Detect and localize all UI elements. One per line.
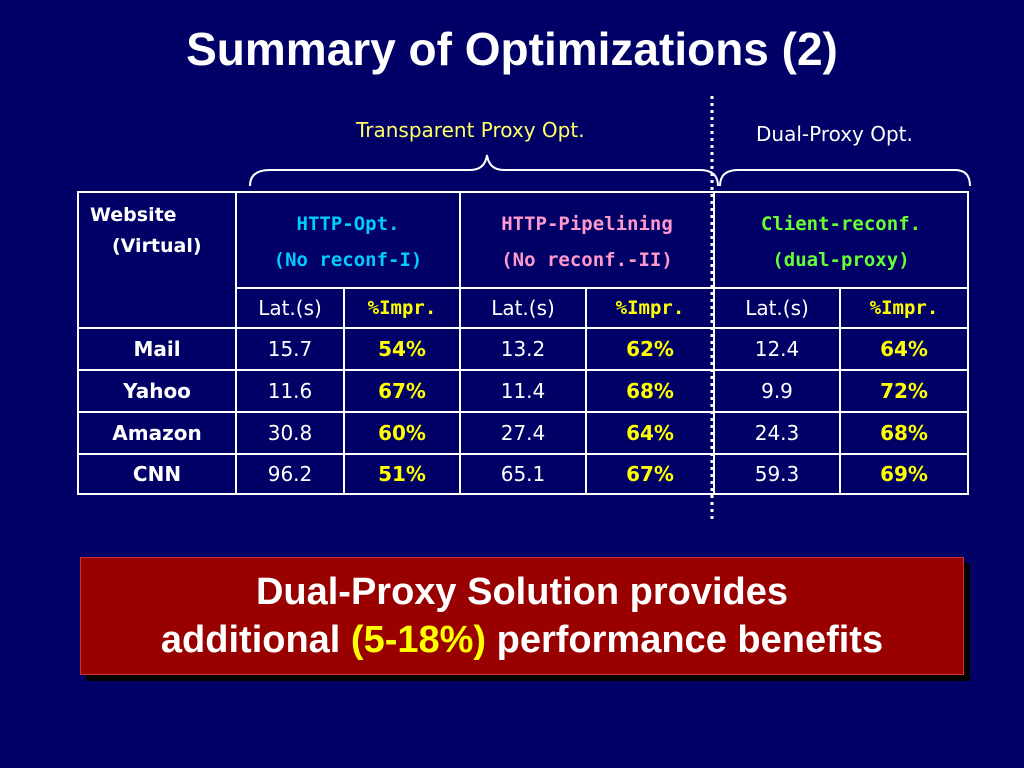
table-cell: 72% [880,379,928,403]
row-site-cnn: CNN [132,462,182,486]
table-cell: 64% [626,421,674,445]
website-header: Website (Virtual) [90,200,202,262]
table-cell: 59.3 [754,462,800,486]
transparent-proxy-label: Transparent Proxy Opt. [356,118,585,142]
table-cell: 69% [880,462,928,486]
subheader-lat: Lat.(s) [745,296,809,320]
dual-brace [719,169,971,187]
slide-title: Summary of Optimizations (2) [186,23,838,75]
table-cell: 11.4 [500,379,546,403]
table-cell: 68% [626,379,674,403]
row-site-mail: Mail [133,337,181,361]
table-cell: 64% [880,337,928,361]
table-cell: 9.9 [761,379,793,403]
table-cell: 13.2 [500,337,546,361]
table-cell: 24.3 [754,421,800,445]
dual-proxy-label: Dual-Proxy Opt. [756,122,913,146]
website-header-line2: (Virtual) [112,235,202,257]
table-cell: 96.2 [267,462,313,486]
table-cell: 62% [626,337,674,361]
banner-line2: additional (5-18%) performance benefits [160,619,884,661]
col-header-http-pipelining: HTTP-Pipelining (No reconf.-II) [501,213,673,271]
table-cell: 27.4 [500,421,546,445]
banner-line1: Dual-Proxy Solution provides [255,571,789,613]
website-header-line1: Website [90,204,177,226]
col-header-client-reconf: Client-reconf. (dual-proxy) [760,213,922,271]
col-header-http-opt: HTTP-Opt. (No reconf-I) [273,213,423,271]
table-cell: 54% [378,337,426,361]
row-site-yahoo: Yahoo [123,379,191,403]
banner-highlight: (5-18%) [350,619,487,661]
subheader-impr: %Impr. [615,297,685,319]
subheader-lat: Lat.(s) [258,296,322,320]
table-cell: 15.7 [267,337,313,361]
table-cell: 65.1 [500,462,546,486]
table-cell: 67% [626,462,674,486]
transparent-brace [249,154,719,187]
subheader-impr: %Impr. [869,297,939,319]
table-cell: 67% [378,379,426,403]
table-cell: 60% [378,421,426,445]
subheader-lat: Lat.(s) [491,296,555,320]
table-cell: 12.4 [754,337,800,361]
conclusion-banner: Dual-Proxy Solution provides additional … [80,557,964,675]
table-cell: 51% [378,462,426,486]
table-cell: 30.8 [267,421,313,445]
row-site-amazon: Amazon [112,421,202,445]
table-cell: 11.6 [267,379,313,403]
subheader-impr: %Impr. [367,297,437,319]
table-cell: 68% [880,421,928,445]
